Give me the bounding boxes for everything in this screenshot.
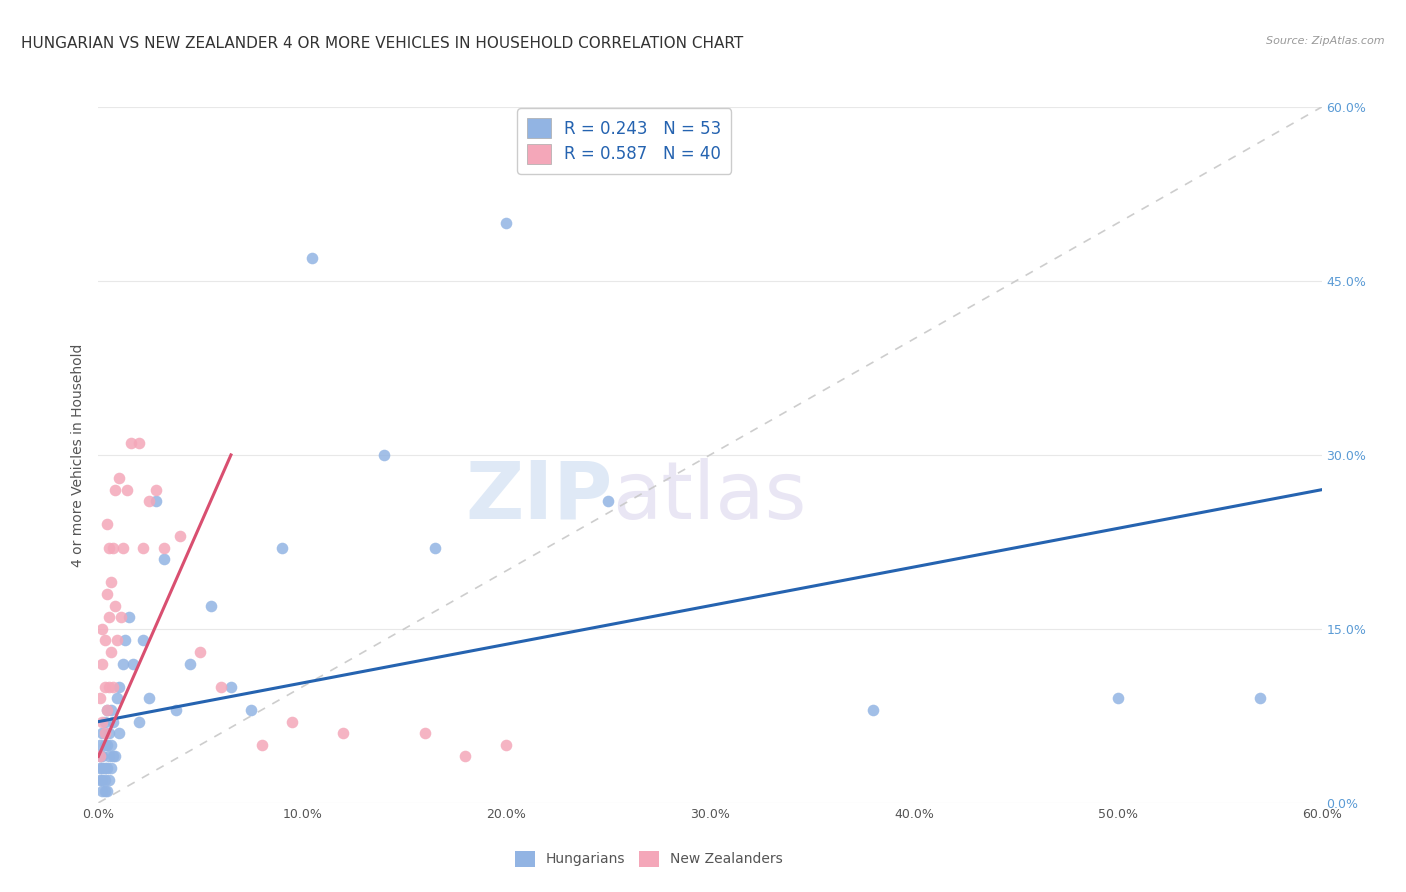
Text: HUNGARIAN VS NEW ZEALANDER 4 OR MORE VEHICLES IN HOUSEHOLD CORRELATION CHART: HUNGARIAN VS NEW ZEALANDER 4 OR MORE VEH… [21, 36, 744, 51]
Point [1107, 691, 1129, 706]
Point [91, 749, 114, 764]
Point [93, 761, 115, 775]
Point [165, 703, 187, 717]
Point [97, 749, 120, 764]
Point [120, 436, 142, 450]
Point [105, 691, 128, 706]
Point [97, 610, 120, 624]
Text: Source: ZipAtlas.com: Source: ZipAtlas.com [1267, 36, 1385, 45]
Text: atlas: atlas [612, 458, 807, 536]
Point [862, 703, 884, 717]
Point [188, 645, 212, 659]
Point [373, 448, 395, 462]
Point [101, 714, 124, 729]
Point [96, 587, 118, 601]
Point [100, 575, 122, 590]
Point [108, 680, 131, 694]
Point [101, 680, 124, 694]
Point [93, 772, 115, 787]
Point [423, 541, 446, 555]
Point [96, 703, 118, 717]
Point [152, 541, 174, 555]
Point [495, 738, 517, 752]
Point [132, 633, 155, 648]
Point [89, 772, 111, 787]
Point [105, 633, 128, 648]
Point [108, 471, 131, 485]
Point [97, 772, 120, 787]
Point [91, 622, 114, 636]
Text: ZIP: ZIP [465, 458, 612, 536]
Point [91, 761, 114, 775]
Point [97, 680, 120, 694]
Point [281, 714, 304, 729]
Point [93, 784, 115, 798]
Point [138, 691, 160, 706]
Point [91, 726, 114, 740]
Point [200, 599, 222, 613]
Point [118, 610, 141, 624]
Point [89, 761, 111, 775]
Legend: Hungarians, New Zealanders: Hungarians, New Zealanders [510, 846, 787, 872]
Point [91, 657, 114, 671]
Point [89, 691, 111, 706]
Point [96, 738, 118, 752]
Point [100, 738, 122, 752]
Point [179, 657, 201, 671]
Point [91, 772, 114, 787]
Point [96, 784, 118, 798]
Point [111, 541, 134, 555]
Point [138, 494, 160, 508]
Point [301, 251, 323, 265]
Point [100, 645, 122, 659]
Point [104, 483, 127, 497]
Point [93, 738, 115, 752]
Point [209, 680, 232, 694]
Point [169, 529, 191, 543]
Point [128, 436, 150, 450]
Point [240, 703, 263, 717]
Point [91, 714, 114, 729]
Point [270, 541, 294, 555]
Point [250, 738, 273, 752]
Point [1249, 691, 1271, 706]
Point [115, 483, 138, 497]
Point [145, 494, 167, 508]
Point [332, 726, 354, 740]
Point [598, 494, 620, 508]
Point [89, 749, 111, 764]
Point [219, 680, 242, 694]
Point [110, 610, 132, 624]
Point [93, 680, 115, 694]
Point [96, 761, 118, 775]
Point [100, 761, 122, 775]
Point [454, 749, 477, 764]
Point [96, 703, 118, 717]
Point [96, 517, 118, 532]
Point [89, 749, 111, 764]
Point [93, 726, 115, 740]
Point [91, 784, 114, 798]
Point [93, 714, 115, 729]
Point [89, 738, 111, 752]
Point [114, 633, 136, 648]
Point [145, 483, 167, 497]
Point [111, 657, 134, 671]
Point [93, 633, 115, 648]
Point [97, 726, 120, 740]
Point [495, 216, 517, 230]
Point [100, 703, 122, 717]
Point [122, 657, 145, 671]
Point [97, 541, 120, 555]
Point [128, 714, 150, 729]
Point [101, 749, 124, 764]
Point [152, 552, 174, 566]
Point [108, 726, 131, 740]
Point [104, 749, 127, 764]
Point [132, 541, 155, 555]
Point [101, 541, 124, 555]
Point [413, 726, 436, 740]
Y-axis label: 4 or more Vehicles in Household: 4 or more Vehicles in Household [72, 343, 86, 566]
Point [104, 599, 127, 613]
